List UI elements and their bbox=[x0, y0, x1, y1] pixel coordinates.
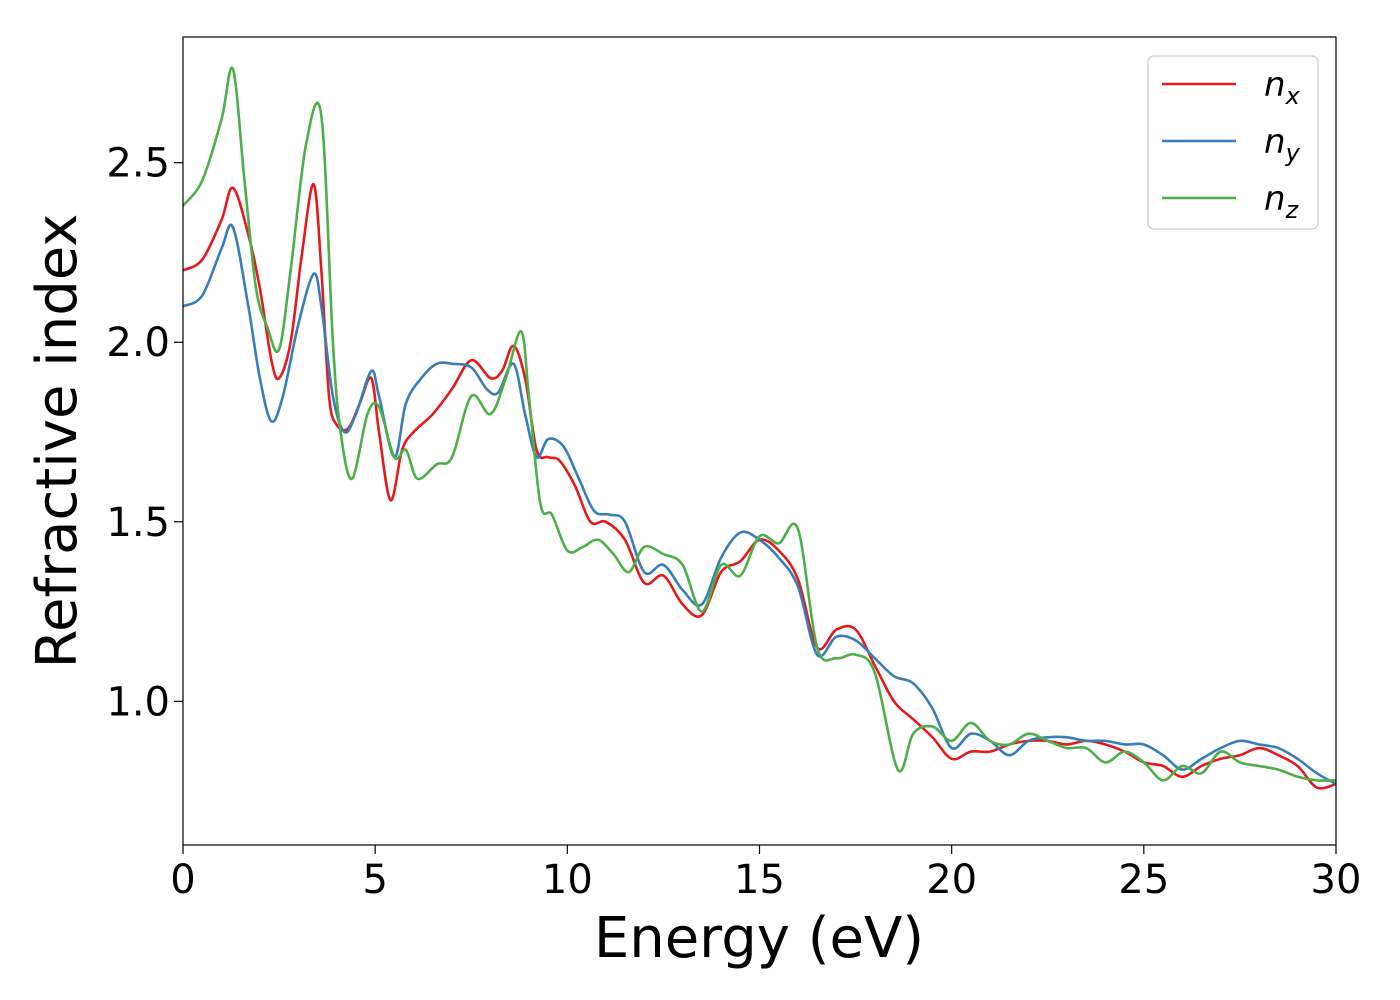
y-tick-label: 2.5 bbox=[106, 141, 170, 187]
y-tick-label: 1.5 bbox=[106, 500, 170, 546]
x-tick-label: 25 bbox=[1118, 857, 1169, 903]
x-axis-label: Energy (eV) bbox=[594, 906, 924, 971]
legend-subscript: y bbox=[1285, 139, 1301, 167]
y-tick-label: 2.0 bbox=[106, 320, 170, 366]
y-axis: 1.0 1.5 2.0 2.5 bbox=[106, 141, 183, 725]
series-line-x bbox=[183, 182, 1336, 790]
y-tick-label: 1.0 bbox=[106, 679, 170, 725]
x-tick-label: 10 bbox=[542, 857, 593, 903]
x-tick-label: 0 bbox=[170, 857, 195, 903]
x-tick-label: 20 bbox=[926, 857, 977, 903]
series-line-z bbox=[183, 66, 1336, 782]
series-line-y bbox=[183, 223, 1336, 786]
x-tick-label: 5 bbox=[362, 857, 387, 903]
legend-subscript: z bbox=[1285, 196, 1300, 224]
series-layer bbox=[183, 66, 1336, 790]
y-axis-label: Refractive index bbox=[25, 214, 90, 669]
legend-subscript: x bbox=[1285, 82, 1301, 110]
legend-box bbox=[1147, 55, 1319, 230]
x-tick-label: 30 bbox=[1311, 857, 1362, 903]
x-axis: 0 5 10 15 20 25 30 bbox=[170, 845, 1361, 903]
x-tick-label: 15 bbox=[734, 857, 785, 903]
